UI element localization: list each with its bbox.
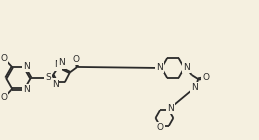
Text: N: N	[23, 62, 30, 71]
Text: O: O	[202, 73, 209, 82]
Text: N: N	[168, 104, 174, 113]
Text: O: O	[73, 55, 80, 64]
Text: O: O	[0, 54, 7, 63]
Text: O: O	[0, 93, 7, 102]
Text: N: N	[52, 80, 59, 88]
Text: O: O	[156, 123, 163, 132]
Text: N: N	[156, 63, 163, 72]
Text: S: S	[45, 74, 51, 82]
Text: N: N	[54, 60, 61, 69]
Text: N: N	[183, 63, 190, 72]
Text: N: N	[23, 85, 30, 94]
Text: N: N	[58, 58, 65, 67]
Text: N: N	[191, 83, 198, 92]
